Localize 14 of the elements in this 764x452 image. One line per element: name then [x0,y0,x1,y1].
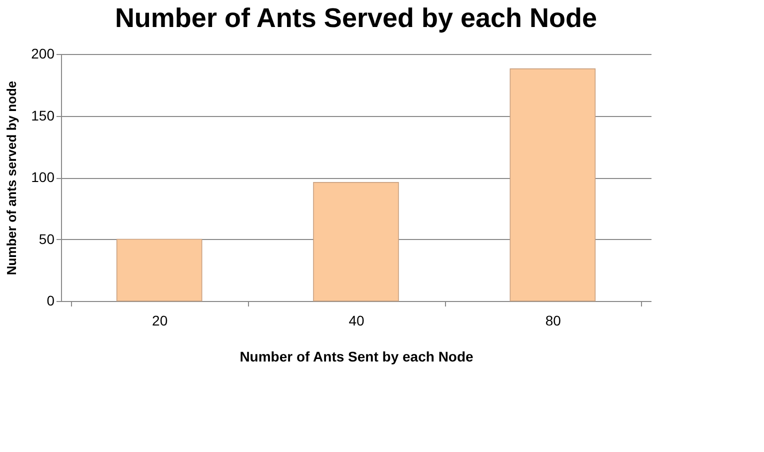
y-tick-label: 200 [31,46,55,62]
y-tick-label: 0 [46,292,55,308]
x-tick-label: 80 [545,312,562,328]
bar [510,68,596,302]
bar [313,182,399,302]
chart-title: Number of Ants Served by each Node [114,3,598,33]
y-tick-label: 100 [31,169,55,185]
x-tick-label: 40 [348,312,364,328]
bar [116,238,202,302]
y-axis-title: Number of ants served by node [4,80,20,276]
y-tick-label: 150 [31,107,55,124]
x-tick-label: 20 [152,312,168,328]
y-tick-label: 50 [38,230,55,247]
x-axis-title: Number of Ants Sent by each Node [240,348,474,364]
